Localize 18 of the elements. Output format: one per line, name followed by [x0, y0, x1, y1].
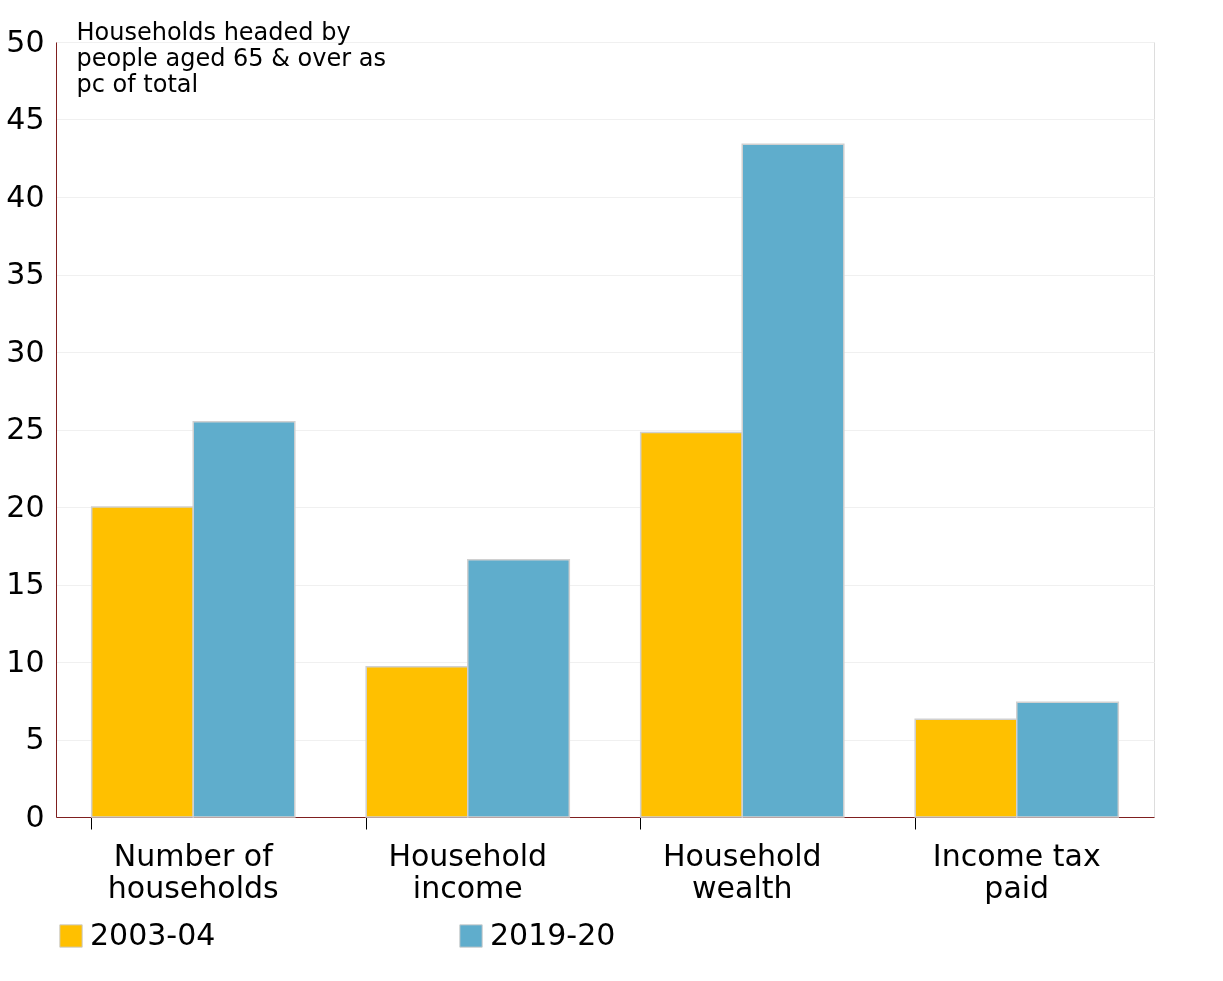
x-tick-label: Number of households: [107, 837, 279, 905]
y-tick-label: 50: [6, 23, 45, 59]
y-tick-label: 10: [6, 643, 45, 679]
y-tick-label: 25: [6, 411, 45, 446]
y-tick-label: 35: [6, 256, 45, 291]
legend-label: 2003-04: [90, 917, 216, 952]
y-tick-label: 45: [6, 101, 45, 136]
y-tick-label: 30: [6, 333, 45, 369]
x-tick-label: Income tax paid: [932, 837, 1101, 905]
legend-label: 2019-20: [490, 917, 616, 952]
y-tick-label: 20: [6, 488, 45, 524]
y-tick-label: 0: [25, 798, 45, 834]
x-tick-label: Household wealth: [662, 837, 822, 905]
y-tick-label: 40: [6, 178, 45, 214]
y-tick-label: 15: [6, 566, 45, 601]
y-axis-title: Households headed by people aged 65 & over as pc of total: [76, 17, 386, 98]
y-tick-label: 5: [25, 721, 45, 756]
x-tick-label: Household income: [388, 837, 548, 905]
